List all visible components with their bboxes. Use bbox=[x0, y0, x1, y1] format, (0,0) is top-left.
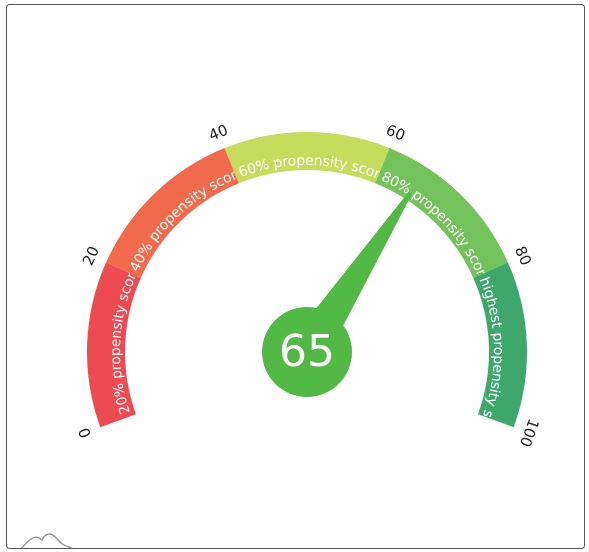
band bbox=[224, 131, 390, 184]
hand-pin bbox=[262, 307, 352, 397]
tick-label: 40 bbox=[206, 121, 230, 145]
band bbox=[375, 148, 508, 278]
logo bbox=[21, 533, 73, 549]
band bbox=[106, 148, 239, 278]
band bbox=[473, 262, 527, 428]
tick-label: 60 bbox=[383, 121, 407, 145]
frame bbox=[6, 4, 585, 549]
value-label: 65 bbox=[279, 326, 335, 377]
band bbox=[86, 262, 141, 428]
